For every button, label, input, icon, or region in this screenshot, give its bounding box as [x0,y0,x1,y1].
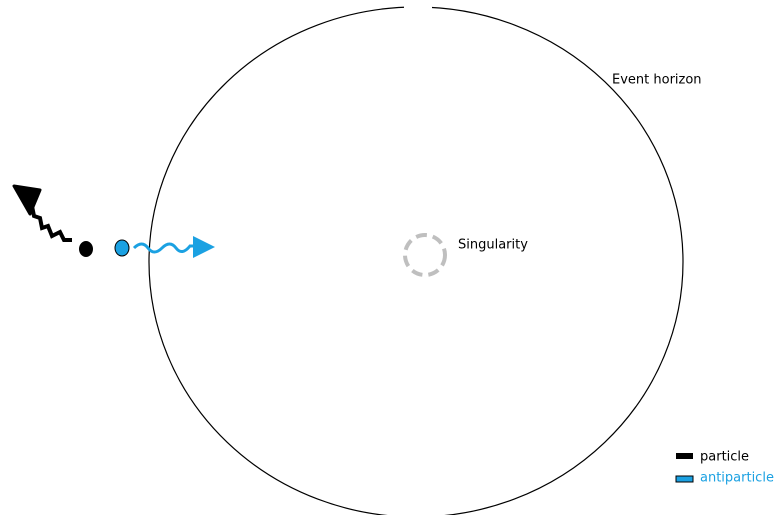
page: Event horizon Singularity particle antip… [0,0,779,515]
legend-swatch-antiparticle [676,476,693,482]
singularity-circle [405,235,445,275]
particle-arrowhead [14,186,40,214]
antiparticle-arrowhead [193,236,215,258]
diagram: Event horizon Singularity particle antip… [0,0,779,515]
legend-swatch-particle [676,453,693,459]
legend-label-antiparticle: antiparticle [700,471,774,486]
legend-label-particle: particle [700,450,749,465]
event-horizon-label: Event horizon [612,73,702,88]
antiparticle-path [134,244,196,252]
particle-dot [79,241,93,257]
event-horizon-circle [149,7,683,515]
particle-path [32,206,72,240]
gap-bottom [404,505,432,515]
antiparticle-dot [115,240,129,256]
gap-top [404,0,432,14]
singularity-label: Singularity [458,238,528,253]
